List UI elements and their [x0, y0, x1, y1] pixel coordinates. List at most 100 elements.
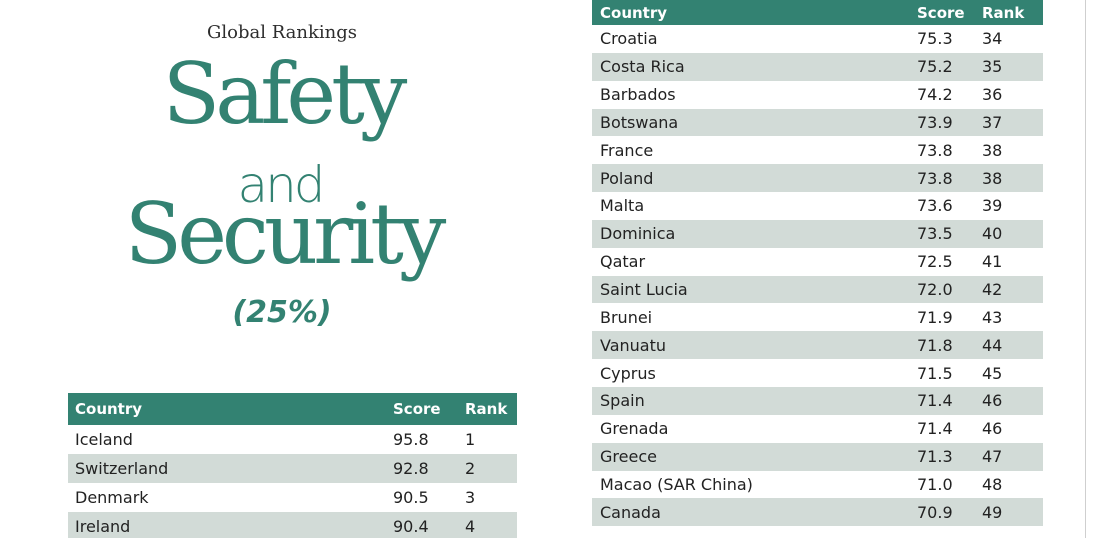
cell-rank: 49 [982, 502, 1003, 522]
cell-country: Qatar [600, 252, 646, 272]
cell-rank: 46 [982, 419, 1003, 439]
cell-score: 71.4 [917, 419, 953, 439]
cell-country: Dominica [600, 224, 676, 244]
cell-country: Saint Lucia [600, 280, 688, 300]
table-row: Barbados 74.2 36 [592, 81, 1043, 109]
cell-country: Botswana [600, 112, 679, 132]
cell-rank: 40 [982, 224, 1003, 244]
cell-country: Greece [600, 447, 657, 467]
cell-rank: 35 [982, 57, 1003, 77]
table-body: Croatia 75.3 34 Costa Rica 75.2 35 Barbados 74.… [592, 25, 1043, 527]
table-row: Greece 71.3 47 [592, 442, 1043, 471]
cell-score: 72.5 [917, 252, 953, 272]
cell-rank: 34 [982, 29, 1003, 49]
cell-score: 71.3 [917, 447, 953, 467]
table-row: Ireland 90.4 4 [68, 512, 517, 538]
table-row: Poland 73.8 38 [592, 164, 1043, 193]
cell-score: 92.8 [393, 459, 429, 478]
table-row: Costa Rica 75.2 35 [592, 52, 1043, 81]
cell-score: 73.5 [917, 224, 953, 244]
cell-score: 95.8 [393, 430, 429, 449]
cell-country: Croatia [600, 29, 658, 49]
cell-score: 75.2 [917, 57, 953, 77]
cell-rank: 41 [982, 252, 1003, 272]
table-row: Iceland 95.8 1 [68, 425, 517, 454]
rankings-table-continued: Country Score Rank Croatia 75.3 34 Costa Ri… [592, 0, 1043, 527]
table-row: Croatia 75.3 34 [592, 25, 1043, 53]
table-row: Vanuatu 71.8 44 [592, 331, 1043, 360]
header-score: Score [917, 3, 965, 22]
header-score: Score [393, 400, 441, 418]
table-header: Country Score Rank [592, 0, 1043, 25]
cell-country: Vanuatu [600, 335, 667, 355]
table-row: Dominica 73.5 40 [592, 219, 1043, 248]
cell-country: Cyprus [600, 363, 656, 383]
section-kicker: Global Rankings [206, 22, 357, 43]
table-row: Cyprus 71.5 45 [592, 359, 1043, 387]
header-rank: Rank [465, 400, 508, 418]
cell-score: 73.9 [917, 112, 953, 132]
rankings-table-top: Country Score Rank Iceland 95.8 1 Switzerla… [68, 393, 517, 538]
page-divider-line [1085, 0, 1086, 538]
cell-score: 72.0 [917, 280, 953, 300]
cell-country: Brunei [600, 307, 653, 327]
cell-rank: 46 [982, 391, 1003, 411]
cell-rank: 38 [982, 140, 1003, 160]
cell-score: 70.9 [917, 502, 953, 522]
cell-score: 71.5 [917, 363, 953, 383]
table-row: Grenada 71.4 46 [592, 415, 1043, 443]
table-row: Saint Lucia 72.0 42 [592, 275, 1043, 304]
table-row: Brunei 71.9 43 [592, 303, 1043, 331]
cell-rank: 45 [982, 363, 1003, 383]
title-word-security: Security [124, 185, 447, 283]
cell-rank: 1 [465, 430, 476, 449]
table-row: Malta 73.6 39 [592, 192, 1043, 220]
cell-rank: 37 [982, 112, 1003, 132]
cell-rank: 39 [982, 196, 1003, 216]
cell-rank: 47 [982, 447, 1003, 467]
cell-rank: 38 [982, 168, 1003, 188]
header-country: Country [75, 400, 143, 418]
cell-rank: 3 [465, 488, 476, 507]
cell-country: Malta [600, 196, 645, 216]
cell-country: Canada [600, 502, 661, 522]
header-rank: Rank [982, 3, 1025, 22]
table-row: Qatar 72.5 41 [592, 248, 1043, 276]
cell-score: 90.5 [393, 488, 429, 507]
table-row: Spain 71.4 46 [592, 386, 1043, 415]
cell-score: 73.6 [917, 196, 953, 216]
cell-country: Switzerland [75, 459, 169, 478]
category-weight: (25%) [232, 295, 332, 330]
cell-score: 71.9 [917, 307, 953, 327]
table-body: Iceland 95.8 1 Switzerland 92.8 2 Denmark 90.5 3… [68, 425, 517, 538]
cell-rank: 2 [465, 459, 476, 478]
cell-country: France [600, 140, 654, 160]
cell-score: 90.4 [393, 517, 429, 536]
cell-country: Spain [600, 391, 645, 411]
cell-rank: 36 [982, 85, 1003, 105]
cell-country: Costa Rica [600, 57, 685, 77]
cell-country: Barbados [600, 85, 676, 105]
table-row: France 73.8 38 [592, 136, 1043, 164]
cell-country: Iceland [75, 430, 133, 449]
cell-score: 73.8 [917, 168, 953, 188]
table-row: Botswana 73.9 37 [592, 108, 1043, 137]
cell-country: Denmark [75, 488, 149, 507]
cell-score: 71.8 [917, 335, 953, 355]
table-row: Denmark 90.5 3 [68, 483, 517, 512]
cell-score: 71.0 [917, 474, 953, 494]
cell-score: 71.4 [917, 391, 953, 411]
cell-score: 75.3 [917, 29, 953, 49]
cell-rank: 43 [982, 307, 1003, 327]
table-row: Canada 70.9 49 [592, 498, 1043, 527]
cell-rank: 44 [982, 335, 1003, 355]
cell-rank: 42 [982, 280, 1003, 300]
cell-rank: 48 [982, 474, 1003, 494]
cell-score: 74.2 [917, 85, 953, 105]
title-word-and: and [237, 156, 325, 214]
cell-country: Ireland [75, 517, 131, 536]
cell-country: Grenada [600, 419, 669, 439]
cell-country: Macao (SAR China) [600, 474, 753, 494]
table-header: Country Score Rank [68, 393, 517, 425]
table-row: Macao (SAR China) 71.0 48 [592, 471, 1043, 499]
